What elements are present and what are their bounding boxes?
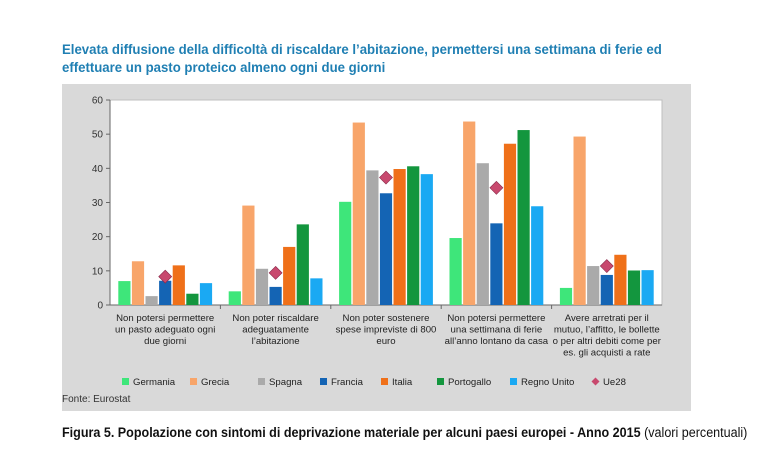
category-label: un pasto adeguato ogni (115, 325, 215, 336)
legend-swatch (381, 378, 388, 385)
legend-swatch (190, 378, 197, 385)
marker-ue28 (599, 259, 614, 273)
category-label: l’abitazione (252, 336, 300, 347)
category-label: Avere arretrati per il (565, 313, 649, 324)
legend-swatch (591, 377, 600, 386)
source-note: Fonte: Eurostat (62, 394, 131, 405)
y-tick-label: 60 (92, 96, 104, 107)
legend-label: Italia (392, 377, 413, 388)
bar-grecia (573, 136, 586, 305)
bar-grecia (131, 261, 145, 305)
chart-title: Elevata diffusione della difficoltà di r… (62, 42, 662, 76)
bar-francia (159, 280, 172, 305)
bar-italia (614, 254, 627, 305)
legend-label: Regno Unito (521, 377, 574, 388)
bar-portogallo (296, 224, 309, 305)
y-tick-label: 0 (97, 301, 103, 312)
bar-francia (600, 274, 613, 305)
bar-portogallo (407, 166, 420, 305)
category-label: spese impreviste di 800 (336, 325, 437, 336)
legend-swatch (437, 378, 444, 385)
legend-swatch (258, 378, 265, 385)
y-tick-label: 10 (92, 266, 104, 277)
bar-regno-unito (641, 270, 654, 305)
category-label: all’anno lontano da casa (445, 336, 549, 347)
marker-ue28 (489, 180, 504, 195)
bar-portogallo (186, 293, 199, 305)
category-label: euro (376, 336, 395, 347)
bar-germania (449, 238, 462, 305)
y-tick-label: 40 (92, 164, 104, 175)
bar-spagna (366, 170, 379, 305)
legend-swatch (122, 378, 129, 385)
legend-label: Portogallo (448, 377, 491, 388)
bar-italia (172, 265, 185, 305)
category-label: due giorni (144, 336, 186, 347)
bar-italia (283, 246, 296, 305)
legend-label: Spagna (269, 377, 303, 388)
bar-germania (339, 201, 352, 305)
bar-italia (503, 143, 517, 305)
y-tick-label: 20 (92, 232, 104, 243)
category-label: adeguatamente (242, 325, 309, 336)
category-label: mutuo, l’affitto, le bollette (554, 325, 660, 336)
marker-ue28 (379, 170, 393, 185)
marker-ue28 (268, 265, 283, 280)
legend-label: Germania (133, 377, 176, 388)
category-label: Non potersi permettere (447, 313, 545, 324)
legend-label: Ue28 (603, 377, 626, 388)
legend-label: Francia (331, 377, 364, 388)
bar-grecia (352, 122, 365, 305)
caption-normal: (valori percentuali) (640, 425, 748, 440)
category-label: Non poter riscaldare (232, 313, 318, 324)
bar-regno-unito (420, 174, 433, 305)
bar-germania (118, 281, 131, 305)
bar-francia (269, 286, 282, 305)
legend-swatch (320, 378, 327, 385)
category-label: es. gli acquisti a rate (563, 348, 650, 359)
category-label: o per altri debiti come per (553, 336, 662, 347)
category-label: una settimana di ferie (451, 325, 543, 336)
bar-francia (490, 223, 503, 305)
category-label: Non potersi permettere (116, 313, 214, 324)
bar-grecia (463, 121, 476, 306)
bar-regno-unito (310, 278, 323, 305)
bar-germania (228, 291, 241, 305)
bar-regno-unito (531, 206, 544, 305)
bar-portogallo (627, 270, 641, 305)
y-tick-label: 30 (92, 198, 104, 209)
bar-francia (379, 193, 393, 305)
bar-portogallo (517, 130, 530, 305)
y-tick-label: 50 (92, 130, 104, 141)
legend-label: Grecia (201, 377, 230, 388)
marker-ue28 (158, 269, 173, 284)
bar-regno-unito (199, 283, 213, 305)
bar-italia (393, 169, 406, 305)
figure-caption: Figura 5. Popolazione con sintomi di dep… (62, 425, 747, 440)
chart-panel: 0 10 20 30 40 50 60 Non potersi permettere un pa… (62, 84, 691, 411)
caption-bold: Figura 5. Popolazione con sintomi di dep… (62, 425, 641, 440)
bar-spagna (587, 266, 600, 305)
legend-swatch (510, 378, 517, 385)
category-label: Non poter sostenere (343, 313, 430, 324)
bar-spagna (145, 296, 158, 305)
bar-germania (559, 287, 573, 305)
bar-grecia (242, 205, 255, 305)
bar-spagna (255, 268, 269, 305)
bar-spagna (476, 163, 489, 305)
